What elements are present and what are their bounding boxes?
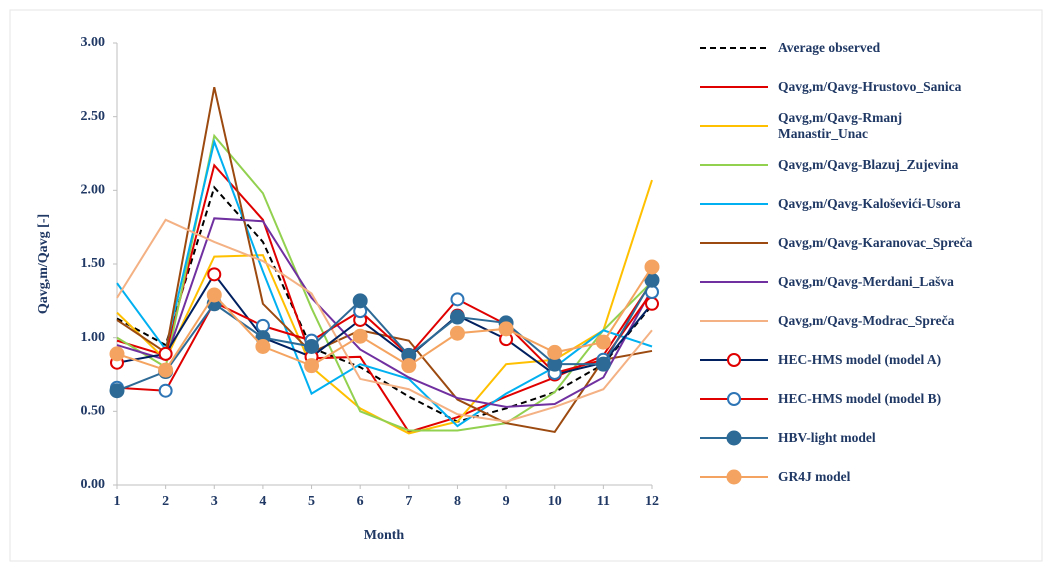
marker	[645, 296, 659, 311]
x-tick-label: 7	[405, 494, 412, 509]
marker	[449, 325, 465, 341]
legend-entry: Qavg,m/Qavg-Blazuj_Zujevina	[698, 145, 1038, 184]
series-line	[116, 138, 653, 428]
legend-entry: Qavg,m/Qavg-Karanovac_Spreča	[698, 223, 1038, 262]
legend-label: Qavg,m/Qavg-Kaloševići-Usora	[778, 195, 961, 211]
marker	[158, 346, 173, 361]
marker	[352, 293, 368, 309]
y-tick-label: 3.00	[81, 35, 106, 50]
marker	[595, 334, 611, 350]
legend-swatch	[700, 391, 768, 406]
legend-swatch	[700, 85, 768, 88]
legend-swatch	[700, 352, 768, 367]
series-line	[116, 86, 653, 434]
y-tick-label: 2.00	[81, 183, 106, 198]
legend-entry: Qavg,m/Qavg-Hrustovo_Sanica	[698, 67, 1038, 106]
marker	[352, 328, 368, 344]
legend-swatch	[700, 46, 768, 49]
marker	[255, 318, 270, 333]
x-tick-label: 8	[454, 494, 461, 509]
legend-swatch	[700, 280, 768, 283]
legend: Average observed Qavg,m/Qavg-Hrustovo_San…	[698, 28, 1038, 496]
y-tick-label: 0.50	[81, 404, 106, 419]
legend-label: HBV-light model	[778, 429, 876, 445]
x-tick-label: 6	[357, 494, 364, 509]
legend-entry: HEC-HMS model (model B)	[698, 379, 1038, 418]
y-axis-title: Qavg,m/Qavg [-]	[36, 214, 51, 314]
legend-entry: GR4J model	[698, 457, 1038, 496]
x-axis-title: Month	[364, 528, 405, 543]
legend-label: Qavg,m/Qavg-Hrustovo_Sanica	[778, 78, 962, 94]
marker	[109, 383, 125, 399]
series-line	[116, 266, 653, 372]
y-tick-label: 1.00	[81, 330, 106, 345]
legend-label: HEC-HMS model (model A)	[778, 351, 942, 367]
legend-entry: Average observed	[698, 28, 1038, 67]
legend-swatch	[700, 163, 768, 166]
marker	[726, 430, 742, 445]
marker	[304, 339, 320, 355]
marker	[109, 346, 125, 362]
legend-swatch	[700, 241, 768, 244]
marker	[158, 362, 174, 378]
series-line	[116, 272, 653, 376]
x-tick-label: 11	[597, 494, 610, 509]
x-tick-label: 4	[259, 494, 266, 509]
legend-entry: HBV-light model	[698, 418, 1038, 457]
marker	[644, 259, 660, 275]
marker	[207, 267, 222, 282]
legend-label: Qavg,m/Qavg-Blazuj_Zujevina	[778, 156, 959, 172]
legend-entry: Qavg,m/Qavg-Modrac_Spreča	[698, 301, 1038, 340]
legend-swatch	[700, 124, 768, 127]
x-tick-label: 1	[114, 494, 121, 509]
x-tick-label: 5	[308, 494, 315, 509]
x-tick-label: 12	[645, 494, 659, 509]
legend-label: Qavg,m/Qavg-Karanovac_Spreča	[778, 234, 973, 250]
marker	[401, 358, 417, 374]
legend-entry: Qavg,m/Qavg-Rmanj Manastir_Unac	[698, 106, 1038, 145]
legend-label: Qavg,m/Qavg-Rmanj Manastir_Unac	[778, 109, 903, 141]
legend-label: GR4J model	[778, 468, 851, 484]
x-tick-label: 3	[211, 494, 218, 509]
marker	[727, 391, 741, 406]
series-line	[116, 218, 653, 423]
legend-label: Qavg,m/Qavg-Modrac_Spreča	[778, 312, 955, 328]
series-line	[116, 163, 653, 434]
series-line	[116, 217, 653, 408]
legend-swatch	[700, 319, 768, 322]
marker	[158, 383, 173, 398]
marker	[498, 321, 514, 337]
y-tick-label: 1.50	[81, 256, 106, 271]
marker	[727, 352, 741, 367]
legend-entry: Qavg,m/Qavg-Kaloševići-Usora	[698, 184, 1038, 223]
series-line	[116, 279, 653, 392]
marker	[255, 339, 271, 355]
legend-label: Qavg,m/Qavg-Merdani_Lašva	[778, 273, 954, 289]
series-line	[116, 185, 653, 423]
marker	[449, 309, 465, 325]
series-line	[116, 291, 653, 392]
legend-label: Average observed	[778, 39, 881, 55]
legend-entry: HEC-HMS model (model A)	[698, 340, 1038, 379]
marker	[206, 287, 222, 303]
x-tick-label: 2	[162, 494, 169, 509]
legend-swatch	[700, 469, 768, 484]
marker	[547, 344, 563, 360]
legend-swatch	[700, 202, 768, 205]
y-tick-label: 0.00	[81, 477, 106, 492]
x-tick-label: 9	[503, 494, 510, 509]
x-tick-label: 10	[548, 494, 562, 509]
legend-label: HEC-HMS model (model B)	[778, 390, 942, 406]
legend-swatch	[700, 430, 768, 445]
marker	[726, 469, 742, 484]
marker	[304, 358, 320, 374]
marker	[450, 292, 465, 307]
marker	[595, 356, 611, 372]
y-tick-label: 2.50	[81, 109, 106, 124]
frame	[9, 9, 1043, 562]
legend-entry: Qavg,m/Qavg-Merdani_Lašva	[698, 262, 1038, 301]
